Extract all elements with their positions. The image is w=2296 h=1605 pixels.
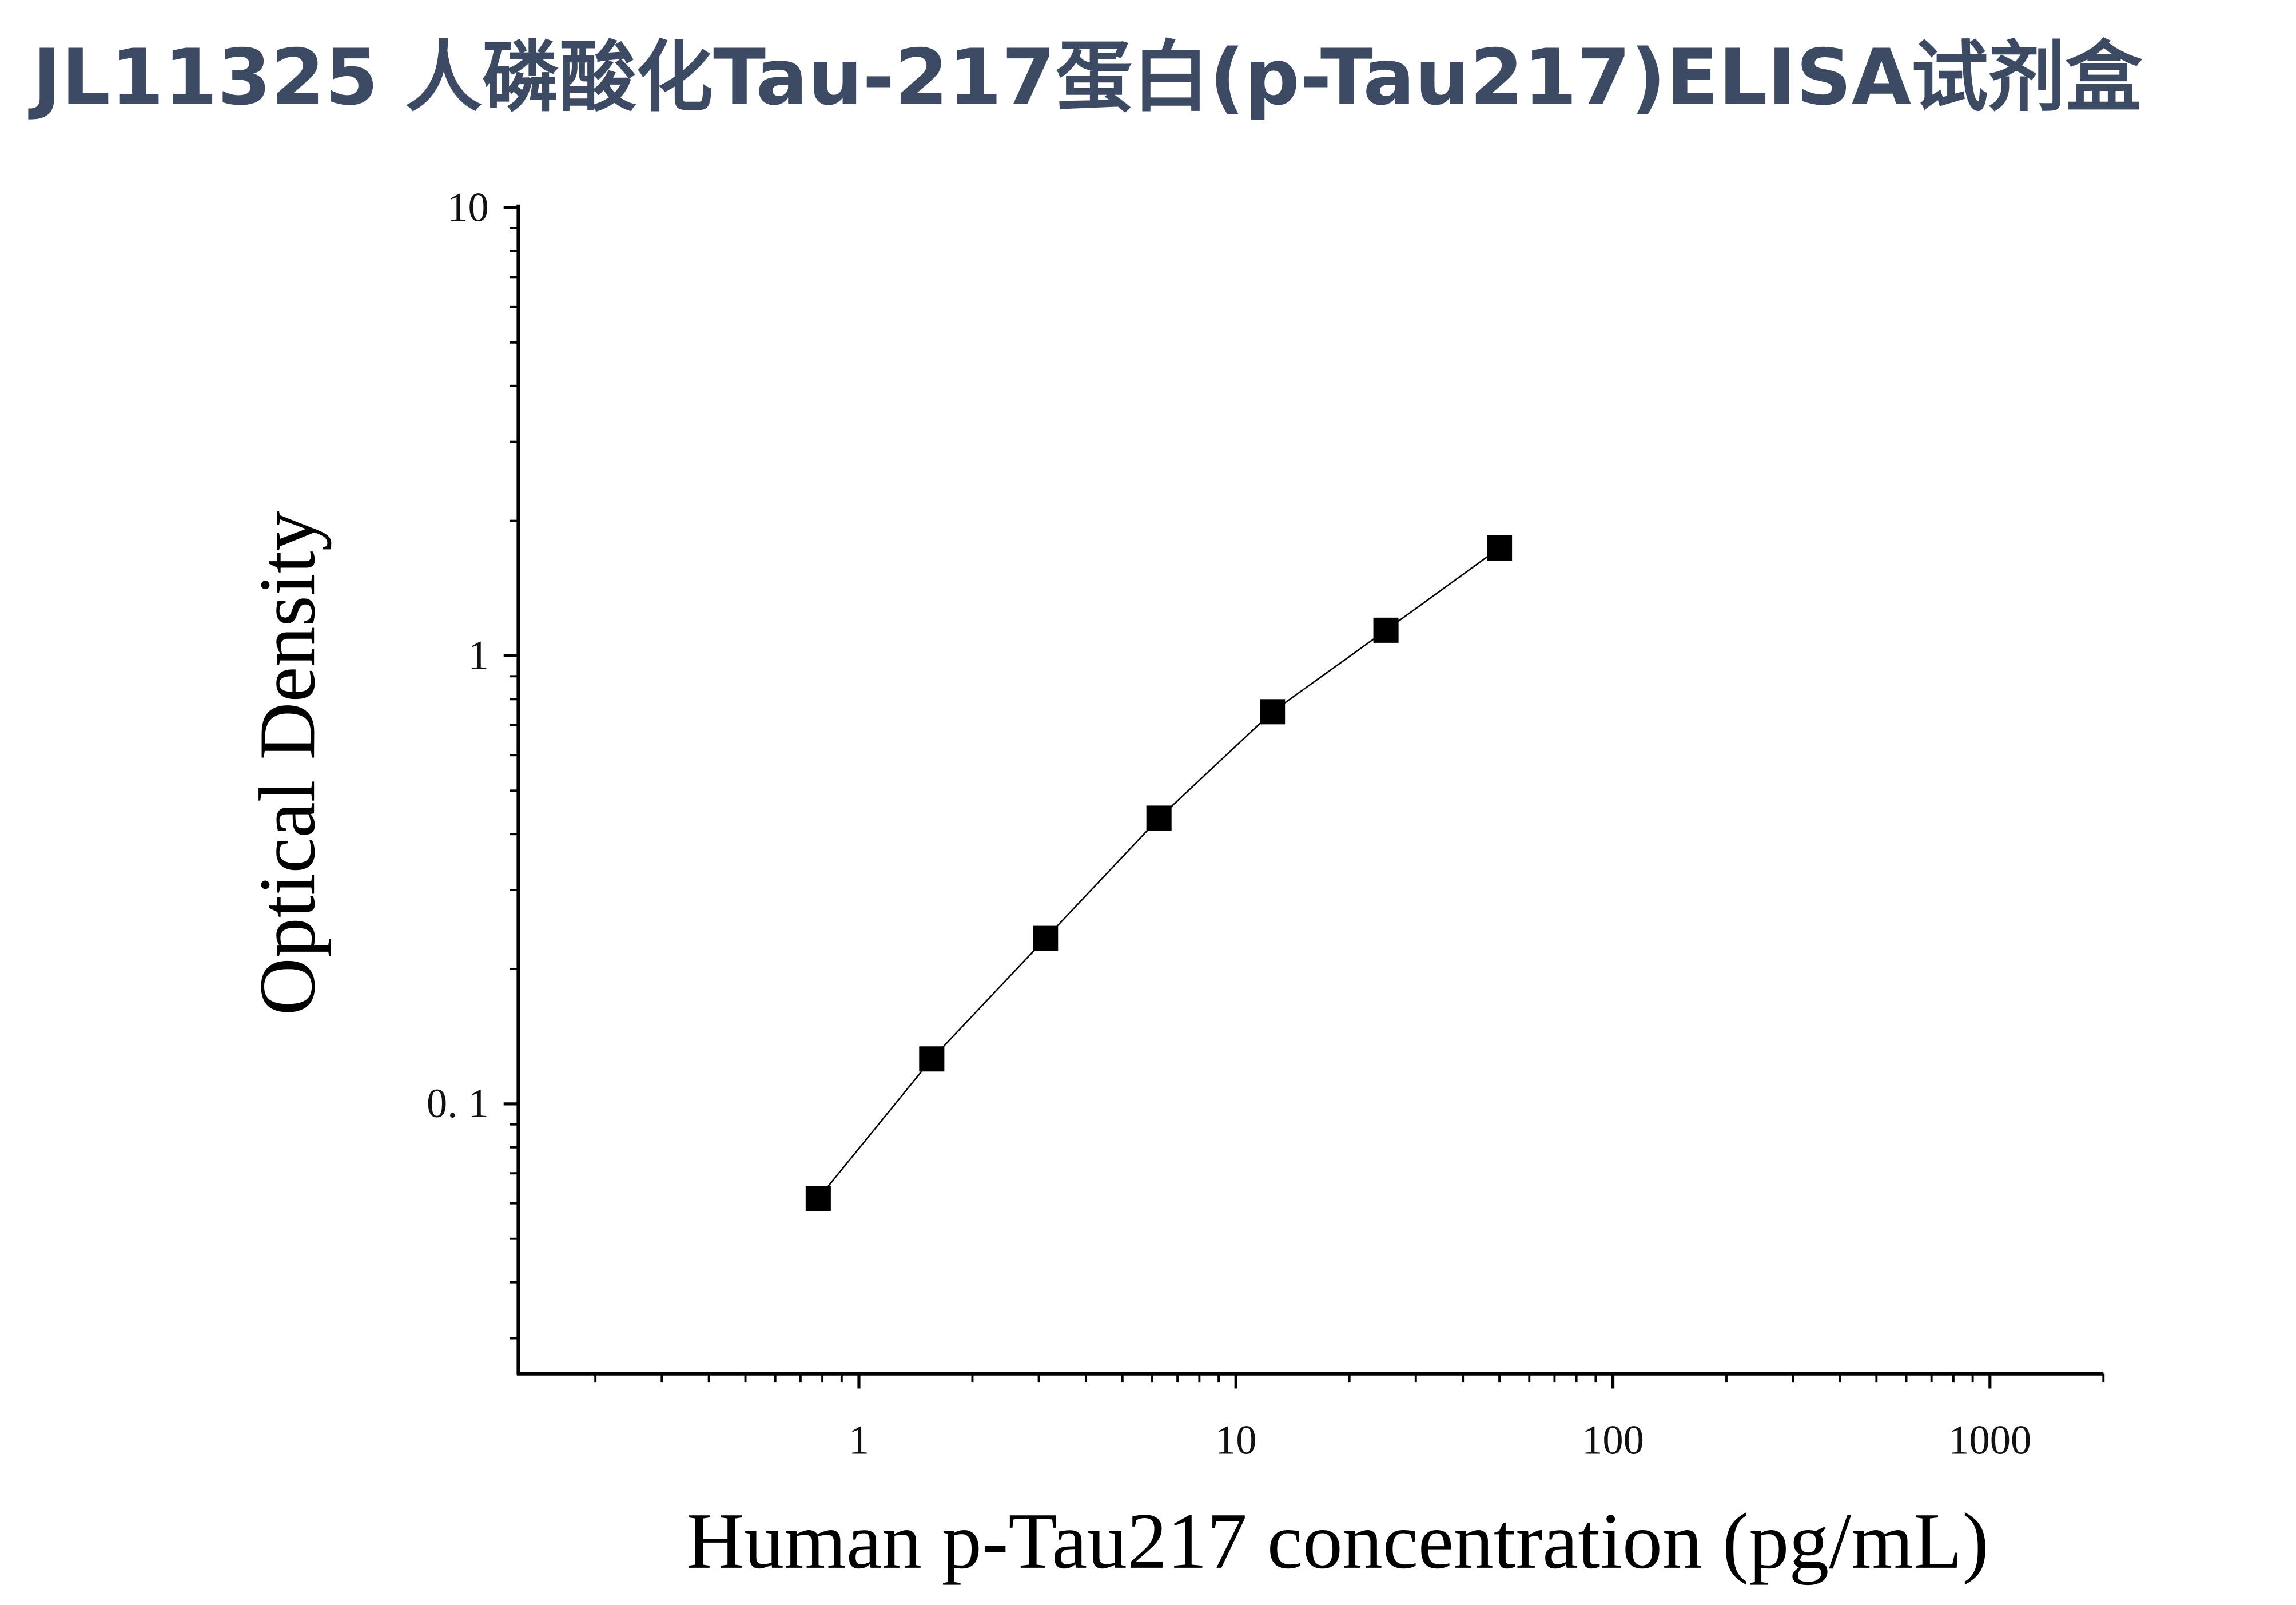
fit-line bbox=[817, 547, 1500, 1199]
data-point bbox=[1146, 805, 1172, 831]
x-axis-label: Human p-Tau217 concentration (pg/mL) bbox=[686, 1497, 1989, 1586]
y-tick-label: 0. 1 bbox=[427, 1080, 489, 1126]
x-tick-label: 1 bbox=[849, 1416, 869, 1463]
x-tick-label: 1000 bbox=[1948, 1416, 2031, 1463]
data-point bbox=[1033, 925, 1059, 951]
data-point bbox=[1487, 535, 1513, 561]
data-point bbox=[1260, 699, 1286, 725]
chart-title: JL11325 人磷酸化Tau-217蛋白(p-Tau217)ELISA试剂盒 bbox=[28, 33, 2143, 122]
data-point bbox=[919, 1046, 945, 1072]
x-tick-label: 100 bbox=[1582, 1416, 1644, 1463]
x-tick-label: 10 bbox=[1215, 1416, 1257, 1463]
y-tick-label: 10 bbox=[447, 184, 489, 230]
data-point bbox=[1373, 617, 1399, 643]
y-axis-label: Optical Density bbox=[243, 511, 332, 1015]
y-tick-label: 1 bbox=[468, 632, 489, 678]
data-point bbox=[805, 1186, 831, 1211]
